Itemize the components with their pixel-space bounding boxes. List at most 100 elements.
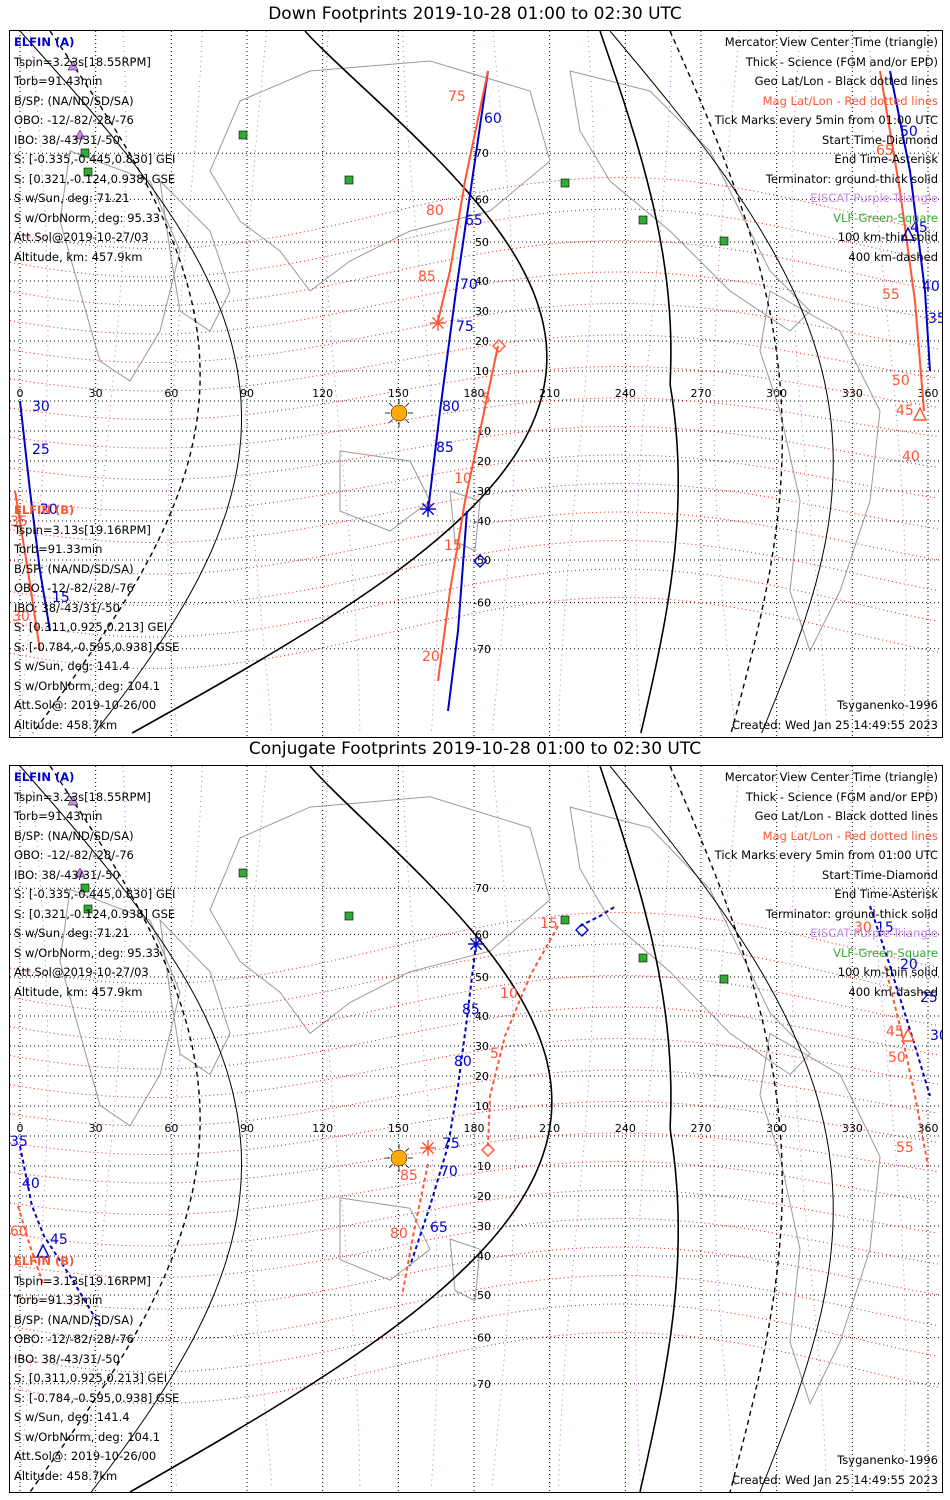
altitude-curve-dashed [669,766,783,1492]
lon-tick-label: 150 [388,387,409,400]
mag-lat-line [10,303,939,363]
vlf-station-square [80,148,90,158]
track-tick-label: 85 [462,1002,480,1018]
altitude-curve-dashed [29,766,201,1492]
lon-tick-label: 270 [691,1122,712,1135]
track-tick-label: 65 [430,1220,448,1236]
mag-lon-line [167,766,203,1487]
track-tick-label: 30 [930,1028,942,1044]
elfin-a-line: Torb=91.43min [14,809,103,823]
elfin-a-line: S w/Sun, deg: 71.21 [14,926,130,940]
mag-lon-line [791,766,828,1487]
mag-lon-line [635,31,673,732]
mag-lon-line [558,31,595,732]
lon-tick-label: 330 [842,387,863,400]
sun-disc [390,1149,408,1167]
elfin-b-line: S: [-0.784,-0.595,0.938] GSE [14,639,180,654]
panel-2-map-svg: 0 30 60 90 120 150 180 210 240 270 300 330 360706050… [10,766,942,1492]
elfin-b-line: Altitude: 458.7km [14,717,118,732]
lat-tick-label: 10 [475,365,489,378]
legend-item: Geo Lat/Lon - Black dotted lines [754,74,938,88]
elfin-b-line: Torb=91.33min [14,1293,103,1307]
elfin-a-track [427,70,489,512]
vlf-station-square [560,915,570,925]
lon-tick-label: 30 [89,387,103,400]
elfin-b-line: Tspin=3.13s[19.16RPM] [14,1273,151,1288]
track-tick-label: 30 [12,609,30,625]
track-tick-label: 30 [854,920,872,936]
elfin-b-left-track [14,490,41,652]
mag-lat-line [10,1069,939,1127]
sun-ray [405,419,410,424]
mag-lon-line [869,31,907,732]
mag-lat-line [10,511,939,575]
altitude-curve-dashed [32,31,201,734]
elfin-a-left-track [19,1145,101,1327]
elfin-a-ne-track [579,905,617,927]
elfin-a-line: Torb=91.43min [14,74,103,88]
legend-item: 400 km-dashed [848,984,938,999]
track-tick-label: 45 [50,1232,68,1248]
asterisk-stroke [469,937,483,951]
elfin-a-line: Att.Sol@2019-10-27/03 [14,965,149,979]
altitude-curve-dashed [669,31,783,734]
lat-tick-label: 40 [475,1010,489,1023]
vlf-station-square [344,175,354,185]
lat-tick-label: 40 [475,275,489,288]
eiscat-triangle [67,795,79,806]
track-tick-label: 15 [540,916,558,932]
elfin-a-line: S: [0.321,-0.124,0.938] GSE [14,906,176,921]
elfin-a-line: Tspin=3.23s[18.55RPM] [14,789,151,804]
elfin-b-line: Att.Sol@: 2019-10-26/00 [14,698,157,712]
mag-lon-line [323,31,361,732]
sun-ray [388,419,393,424]
mag-lon-line [869,766,907,1487]
legend-item: VLF-Green-Square [833,210,938,225]
track-tick-label: 10 [454,471,472,487]
mag-lon-line [19,766,49,1487]
elfin-a-line: Altitude, km: 457.9km [14,249,143,264]
track-tick-label: 35 [10,1134,28,1150]
mag-lon-line [713,766,740,1487]
lat-tick-label: 70 [475,147,489,160]
elfin-b-line: S w/Sun, deg: 141.4 [14,1410,130,1424]
elfin-a-line: B/SP: (NA/ND/SD/SA) [14,93,134,108]
legend-item: Mercator View Center Time (triangle) [724,35,938,49]
vlf-station-square [719,974,729,984]
mag-lat-line [10,1189,939,1247]
track-tick-label: 45 [886,1024,904,1040]
elfin-a-line: IBO: 38/-43/31/-50 [14,867,120,882]
sun-icon [385,399,413,427]
panel-2-map: 0 30 60 90 120 150 180 210 240 270 300 330 360 70 60 50… [9,765,943,1493]
lon-tick-label: 60 [164,387,178,400]
elfin-b-line: Torb=91.33min [14,542,103,556]
panel-1-map: 0 30 60 90 120 150 180 210 240 270 300 330 360 70 60 50… [9,30,943,738]
coastline [159,179,231,332]
elfin-b-line: S: [0.311,0.925,0.213] GEI [14,620,168,634]
coastline [159,918,231,1076]
track-tick-label: 70 [440,1164,458,1180]
vlf-station-square [638,953,648,963]
start-diamond [492,339,506,353]
coastline [339,1197,431,1281]
legend-item: 100 km-thin solid [837,230,938,244]
lon-tick-label: 240 [615,1122,636,1135]
elfin-a-line: OBO: -12/-82/-28/-76 [14,848,134,862]
elfin-a-track-2 [447,510,468,712]
elfin-a-track [409,943,477,1267]
track-tick-label: 45 [910,220,928,236]
track-tick-label: 85 [436,440,454,456]
asterisk-stroke [421,502,435,516]
coastline [209,796,551,1035]
start-diamond [575,923,589,937]
track-tick-label: 20 [422,649,440,665]
mag-lon-line [558,766,595,1487]
track-tick-label: 65 [876,143,894,159]
track-tick-label: 35 [928,311,942,327]
legend-item: End Time-Asterisk [834,152,938,166]
mag-lon-line [245,766,273,1487]
panel-1-title: Down Footprints 2019-10-28 01:00 to 02:3… [268,4,682,24]
legend-item: EISCAT-Purple-Triangle [810,191,938,205]
lon-tick-label: 240 [615,387,636,400]
panel-1-map-svg: 0 30 60 90 120 150 180 210 240 270 300 330 360 70 60 50… [10,31,942,737]
